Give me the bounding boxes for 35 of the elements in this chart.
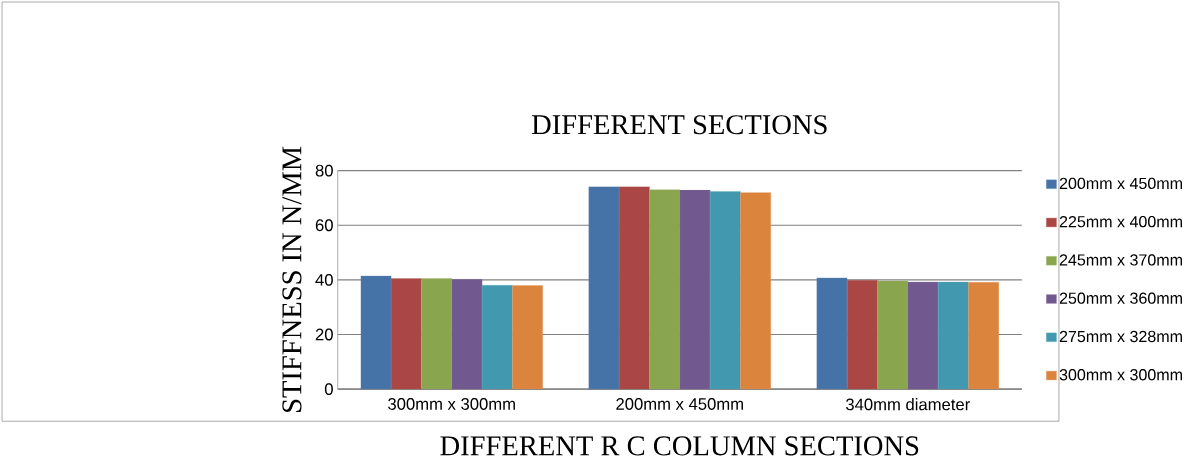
legend-label: 225mm x 400mm [1059, 215, 1182, 228]
chart-title: DIFFERENT SECTIONS [531, 114, 827, 135]
bar [512, 285, 543, 389]
bar [968, 281, 999, 389]
legend-label: 300mm x 300mm [1059, 368, 1182, 381]
x-tick-label: 300mm x 300mm [388, 397, 515, 410]
bar [588, 186, 620, 389]
bar [907, 281, 939, 389]
bar [649, 189, 680, 389]
bar [481, 284, 513, 389]
legend-label: 200mm x 450mm [1059, 177, 1182, 189]
bar [360, 275, 392, 389]
y-tick-label: 20 [315, 328, 333, 341]
bar [740, 192, 771, 389]
y-axis-title: STIFFNESS IN N/MM [282, 146, 302, 412]
bar [421, 278, 452, 389]
bar [679, 189, 711, 389]
y-tick-label: 0 [324, 383, 333, 395]
bar [846, 279, 878, 389]
y-tick-label: 80 [315, 164, 333, 177]
bar [816, 277, 848, 389]
y-tick-label: 60 [315, 219, 333, 231]
legend-label: 275mm x 328mm [1059, 330, 1182, 342]
y-tick-label: 40 [315, 273, 333, 286]
bar [937, 281, 969, 389]
x-axis-title: DIFFERENT R C COLUMN SECTIONS [440, 436, 919, 456]
legend-label: 245mm x 370mm [1059, 254, 1182, 266]
x-tick-label: 340mm diameter [845, 397, 970, 411]
bar [390, 278, 422, 389]
bar [618, 186, 650, 389]
bar [451, 278, 483, 389]
x-tick-label: 200mm x 450mm [616, 397, 743, 410]
bar [709, 190, 741, 389]
bar [877, 280, 908, 389]
legend-label: 250mm x 360mm [1059, 292, 1182, 304]
